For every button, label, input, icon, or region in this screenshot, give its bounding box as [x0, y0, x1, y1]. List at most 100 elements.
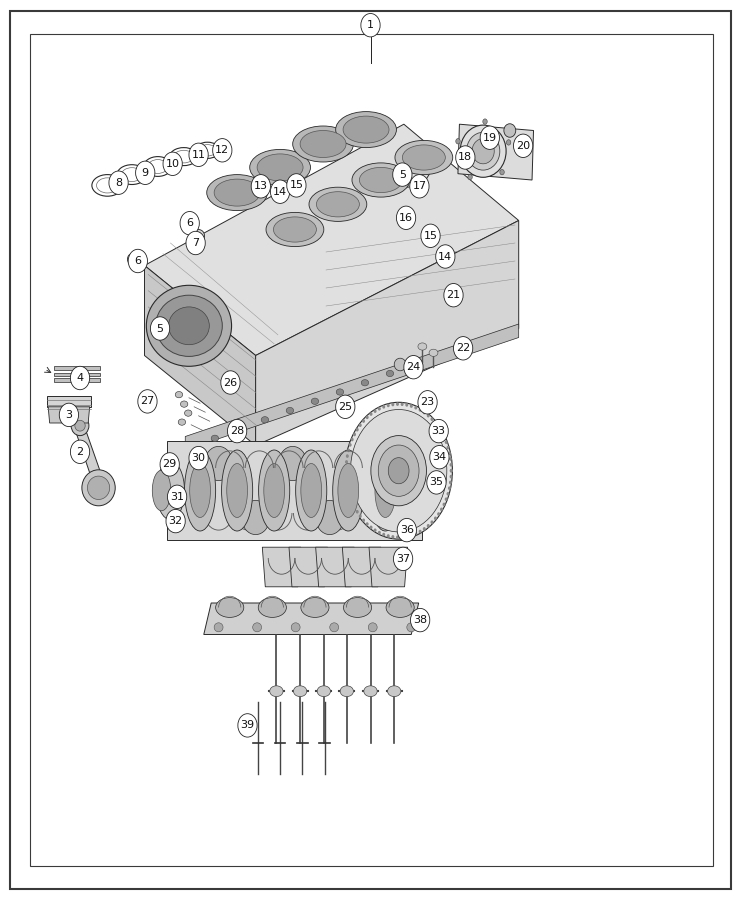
Ellipse shape: [242, 500, 270, 535]
Ellipse shape: [211, 436, 219, 441]
Ellipse shape: [373, 410, 376, 413]
Text: 18: 18: [458, 152, 473, 163]
Ellipse shape: [362, 419, 365, 423]
Ellipse shape: [154, 322, 163, 331]
Text: 12: 12: [215, 145, 230, 156]
Ellipse shape: [468, 175, 472, 180]
Text: 8: 8: [115, 177, 122, 188]
Circle shape: [397, 518, 416, 542]
Circle shape: [418, 391, 437, 414]
Ellipse shape: [300, 130, 346, 158]
Ellipse shape: [336, 112, 396, 148]
Polygon shape: [369, 547, 408, 587]
Ellipse shape: [338, 464, 359, 518]
Circle shape: [429, 419, 448, 443]
Polygon shape: [47, 396, 91, 407]
Circle shape: [59, 403, 79, 427]
Circle shape: [411, 608, 430, 632]
Ellipse shape: [391, 402, 394, 406]
Ellipse shape: [309, 187, 367, 221]
Polygon shape: [54, 373, 100, 376]
Ellipse shape: [450, 469, 453, 473]
Ellipse shape: [258, 598, 286, 617]
Ellipse shape: [257, 154, 303, 181]
Ellipse shape: [345, 402, 452, 539]
Ellipse shape: [259, 450, 290, 531]
Ellipse shape: [405, 535, 408, 538]
Text: 39: 39: [240, 720, 255, 731]
Ellipse shape: [345, 472, 348, 475]
Ellipse shape: [434, 421, 437, 425]
Ellipse shape: [391, 536, 394, 539]
Polygon shape: [144, 266, 256, 446]
Ellipse shape: [347, 490, 350, 493]
Ellipse shape: [193, 230, 205, 242]
Polygon shape: [256, 220, 519, 446]
Text: 36: 36: [400, 525, 413, 535]
Circle shape: [456, 146, 475, 169]
Ellipse shape: [347, 448, 350, 452]
Text: 29: 29: [162, 459, 177, 470]
Circle shape: [189, 143, 208, 166]
Ellipse shape: [450, 463, 453, 466]
Circle shape: [421, 224, 440, 248]
Ellipse shape: [359, 423, 362, 427]
Circle shape: [393, 547, 413, 571]
Circle shape: [186, 231, 205, 255]
Ellipse shape: [449, 457, 452, 461]
Text: 13: 13: [254, 181, 268, 192]
Text: 31: 31: [170, 491, 184, 502]
Ellipse shape: [382, 533, 385, 536]
Ellipse shape: [127, 254, 136, 265]
Circle shape: [70, 366, 90, 390]
Text: 26: 26: [223, 377, 238, 388]
Text: 17: 17: [412, 181, 427, 192]
Polygon shape: [76, 431, 104, 482]
Text: 6: 6: [134, 256, 142, 266]
Ellipse shape: [346, 483, 349, 487]
Ellipse shape: [366, 522, 369, 526]
Ellipse shape: [344, 598, 372, 617]
Ellipse shape: [316, 500, 344, 535]
Ellipse shape: [250, 149, 310, 185]
Text: 5: 5: [399, 169, 406, 180]
Ellipse shape: [346, 454, 349, 458]
Polygon shape: [48, 407, 90, 423]
Ellipse shape: [378, 446, 419, 497]
Text: 4: 4: [76, 373, 84, 383]
Ellipse shape: [396, 168, 405, 177]
Polygon shape: [54, 378, 100, 382]
Text: 1: 1: [367, 20, 374, 31]
Circle shape: [163, 152, 182, 176]
Circle shape: [480, 126, 499, 149]
Text: 2: 2: [76, 446, 84, 457]
Ellipse shape: [87, 476, 110, 500]
Circle shape: [396, 206, 416, 230]
Ellipse shape: [449, 481, 452, 484]
Text: 16: 16: [399, 212, 413, 223]
Ellipse shape: [345, 460, 348, 464]
Ellipse shape: [350, 437, 353, 441]
Text: 10: 10: [166, 158, 179, 169]
Circle shape: [410, 175, 429, 198]
Ellipse shape: [388, 686, 401, 697]
Ellipse shape: [414, 532, 417, 536]
Ellipse shape: [353, 433, 356, 436]
Ellipse shape: [370, 436, 427, 506]
Circle shape: [138, 390, 157, 413]
Circle shape: [270, 180, 290, 203]
Ellipse shape: [291, 623, 300, 632]
Ellipse shape: [343, 116, 389, 143]
Ellipse shape: [353, 446, 381, 481]
Ellipse shape: [402, 145, 445, 170]
Text: 32: 32: [168, 516, 183, 526]
Ellipse shape: [364, 686, 377, 697]
Ellipse shape: [64, 412, 73, 423]
Ellipse shape: [185, 450, 216, 531]
Text: 14: 14: [438, 251, 453, 262]
Ellipse shape: [350, 500, 353, 504]
Ellipse shape: [506, 140, 511, 145]
Ellipse shape: [261, 417, 268, 423]
Text: 27: 27: [140, 396, 155, 407]
Ellipse shape: [257, 179, 269, 194]
